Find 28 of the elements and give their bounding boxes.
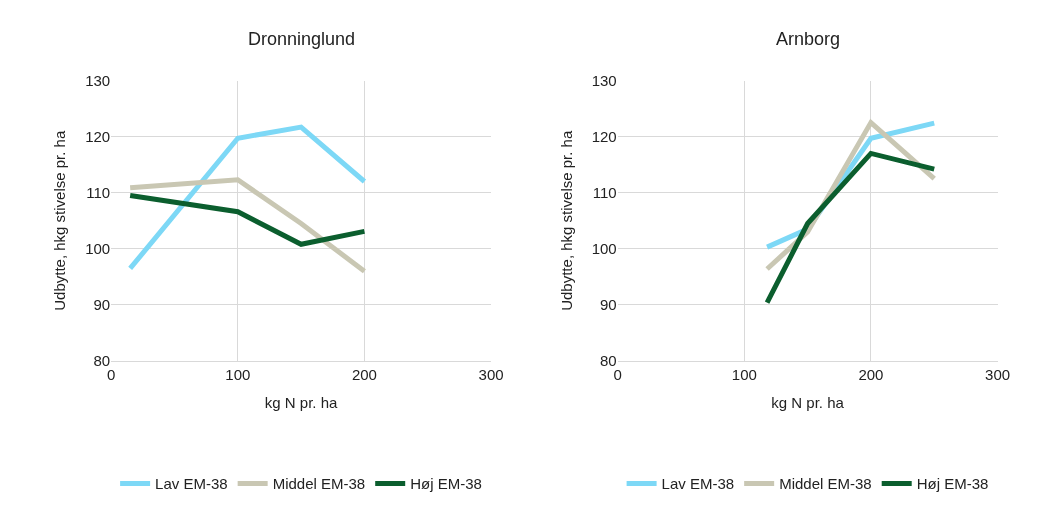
legend-label: Lav EM-38	[155, 475, 228, 493]
y-tick-label: 120	[591, 127, 617, 145]
legend-label: Lav EM-38	[661, 475, 735, 493]
y-tick-label: 100	[85, 240, 111, 258]
legend-label: Middel EM-38	[779, 475, 872, 493]
legend-label: Høj EM-38	[410, 475, 482, 493]
y-tick-label: 110	[86, 183, 111, 201]
chart-title: Arnborg	[776, 29, 841, 49]
y-axis-title: Udbytte, hkg stivelse pr. ha	[51, 130, 69, 311]
x-tick-label: 100	[731, 366, 757, 383]
x-axis-title: kg N pr. ha	[771, 394, 845, 411]
x-axis-title: kg N pr. ha	[264, 394, 339, 411]
legend-label: Middel EM-38	[272, 475, 366, 493]
y-tick-label: 90	[93, 296, 111, 314]
legend-label: Høj EM-38	[916, 475, 989, 493]
y-tick-label: 100	[591, 240, 617, 258]
y-axis-title: Udbytte, hkg stivelse pr. ha	[557, 130, 575, 311]
x-tick-label: 200	[858, 366, 884, 383]
x-tick-label: 100	[225, 366, 251, 383]
chart-title: Dronninglund	[248, 29, 356, 49]
x-tick-label: 200	[351, 366, 377, 383]
y-tick-label: 90	[599, 296, 617, 314]
y-tick-label: 130	[85, 71, 111, 89]
y-tick-label: 130	[591, 71, 617, 89]
y-tick-label: 120	[85, 127, 111, 145]
y-tick-label: 110	[592, 183, 617, 201]
x-tick-label: 300	[478, 366, 504, 383]
x-tick-label: 300	[985, 366, 1011, 383]
